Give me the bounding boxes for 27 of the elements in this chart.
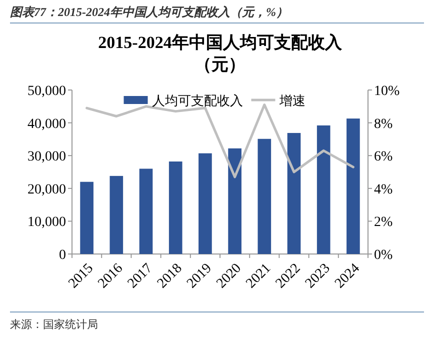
y2-tick-label: 2% xyxy=(374,215,393,230)
bar xyxy=(346,118,360,254)
source-note: 来源：国家统计局 xyxy=(10,318,98,331)
legend-label: 人均可支配收入 xyxy=(152,93,243,108)
y-tick-label: 0 xyxy=(59,248,66,263)
legend-label: 增速 xyxy=(278,93,306,108)
y2-tick-label: 0% xyxy=(374,248,393,263)
bar xyxy=(80,182,94,254)
bar xyxy=(316,125,330,254)
y-tick-label: 30,000 xyxy=(28,150,66,165)
chart-title: 2015-2024年中国人均可支配收入（元） xyxy=(98,33,343,74)
bar xyxy=(287,132,301,254)
y-tick-label: 40,000 xyxy=(28,116,66,132)
bar xyxy=(198,153,212,254)
bar xyxy=(258,138,272,254)
bar xyxy=(168,162,182,254)
y2-tick-label: 4% xyxy=(374,182,393,198)
bar xyxy=(139,168,153,254)
text: 图表77：2015-2024年中国人均可支配收入（元，%） xyxy=(10,5,288,19)
y2-tick-label: 10% xyxy=(374,84,400,99)
y2-tick-label: 8% xyxy=(374,116,393,132)
y-tick-label: 20,000 xyxy=(28,182,66,198)
y2-tick-label: 6% xyxy=(374,150,393,165)
y-tick-label: 50,000 xyxy=(28,84,66,99)
bar xyxy=(110,176,124,254)
bar xyxy=(228,148,242,254)
y-tick-label: 10,000 xyxy=(28,215,66,230)
